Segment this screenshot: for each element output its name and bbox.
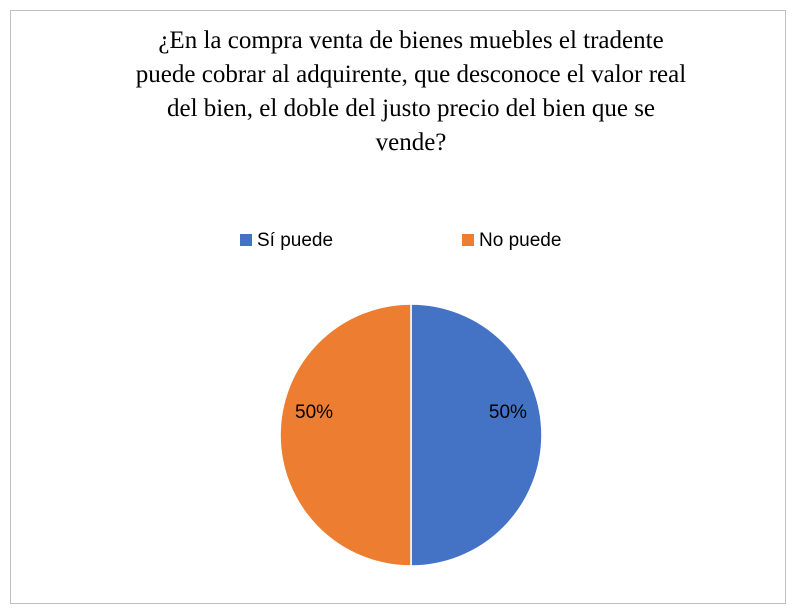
legend-label: No puede	[479, 230, 561, 251]
legend-swatch	[240, 234, 252, 246]
legend-label: Sí puede	[257, 230, 333, 251]
data-label: 50%	[295, 402, 333, 423]
pie-slice	[410, 303, 543, 567]
legend-swatch	[462, 234, 474, 246]
pie-slice	[279, 303, 412, 567]
data-label: 50%	[489, 402, 527, 423]
chart-border	[10, 10, 786, 604]
chart-title: ¿En la compra venta de bienes muebles el…	[135, 27, 687, 156]
